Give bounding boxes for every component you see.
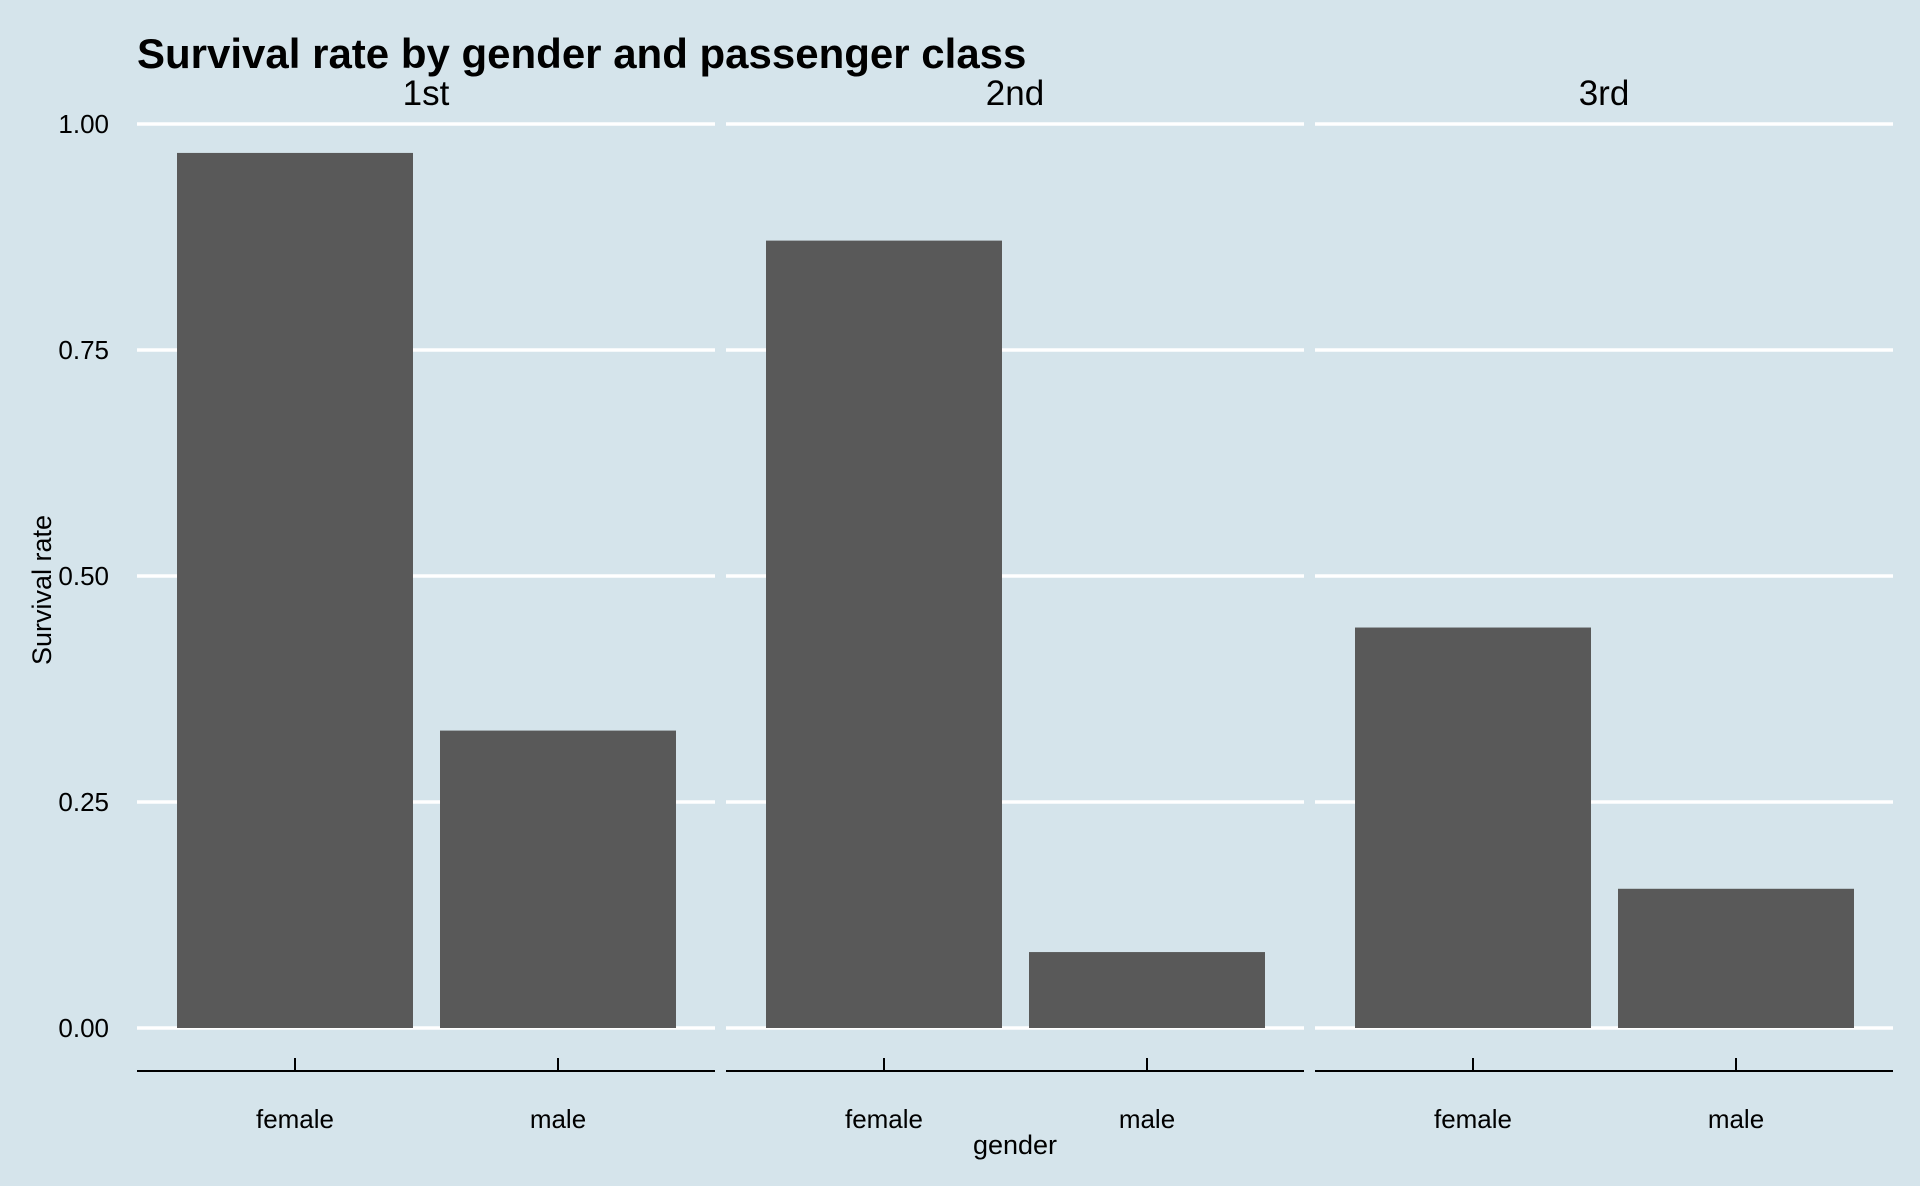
bar-1st-male bbox=[440, 730, 676, 1028]
x-tick-label: male bbox=[1708, 1104, 1764, 1134]
facet-label: 2nd bbox=[986, 74, 1044, 113]
y-tick-label: 0.00 bbox=[58, 1013, 109, 1043]
x-axis-title: gender bbox=[973, 1130, 1057, 1160]
facet-panel-3rd: 3rd female male bbox=[1315, 74, 1893, 1134]
facet-panels: 1st female male 2nd female male 3rd female male bbox=[137, 74, 1893, 1134]
facet-label: 1st bbox=[403, 74, 450, 113]
x-tick-label: female bbox=[845, 1104, 923, 1134]
facet-panel-1st: 1st female male bbox=[137, 74, 715, 1134]
y-axis: 0.00 0.25 0.50 0.75 1.00 bbox=[58, 109, 109, 1043]
bar-2nd-male bbox=[1029, 952, 1265, 1028]
chart-title: Survival rate by gender and passenger cl… bbox=[137, 30, 1026, 77]
facet-label: 3rd bbox=[1579, 74, 1630, 113]
y-tick-label: 0.25 bbox=[58, 787, 109, 817]
bar-3rd-male bbox=[1618, 888, 1854, 1028]
y-axis-title: Survival rate bbox=[27, 515, 57, 665]
x-tick-label: female bbox=[256, 1104, 334, 1134]
y-tick-label: 1.00 bbox=[58, 109, 109, 139]
y-tick-label: 0.75 bbox=[58, 335, 109, 365]
x-tick-label: female bbox=[1434, 1104, 1512, 1134]
x-tick-label: male bbox=[1119, 1104, 1175, 1134]
facet-panel-2nd: 2nd female male bbox=[726, 74, 1304, 1134]
bar-3rd-female bbox=[1355, 627, 1591, 1028]
bar-2nd-female bbox=[766, 240, 1002, 1029]
y-tick-label: 0.50 bbox=[58, 561, 109, 591]
bar-1st-female bbox=[177, 152, 413, 1029]
x-tick-label: male bbox=[530, 1104, 586, 1134]
